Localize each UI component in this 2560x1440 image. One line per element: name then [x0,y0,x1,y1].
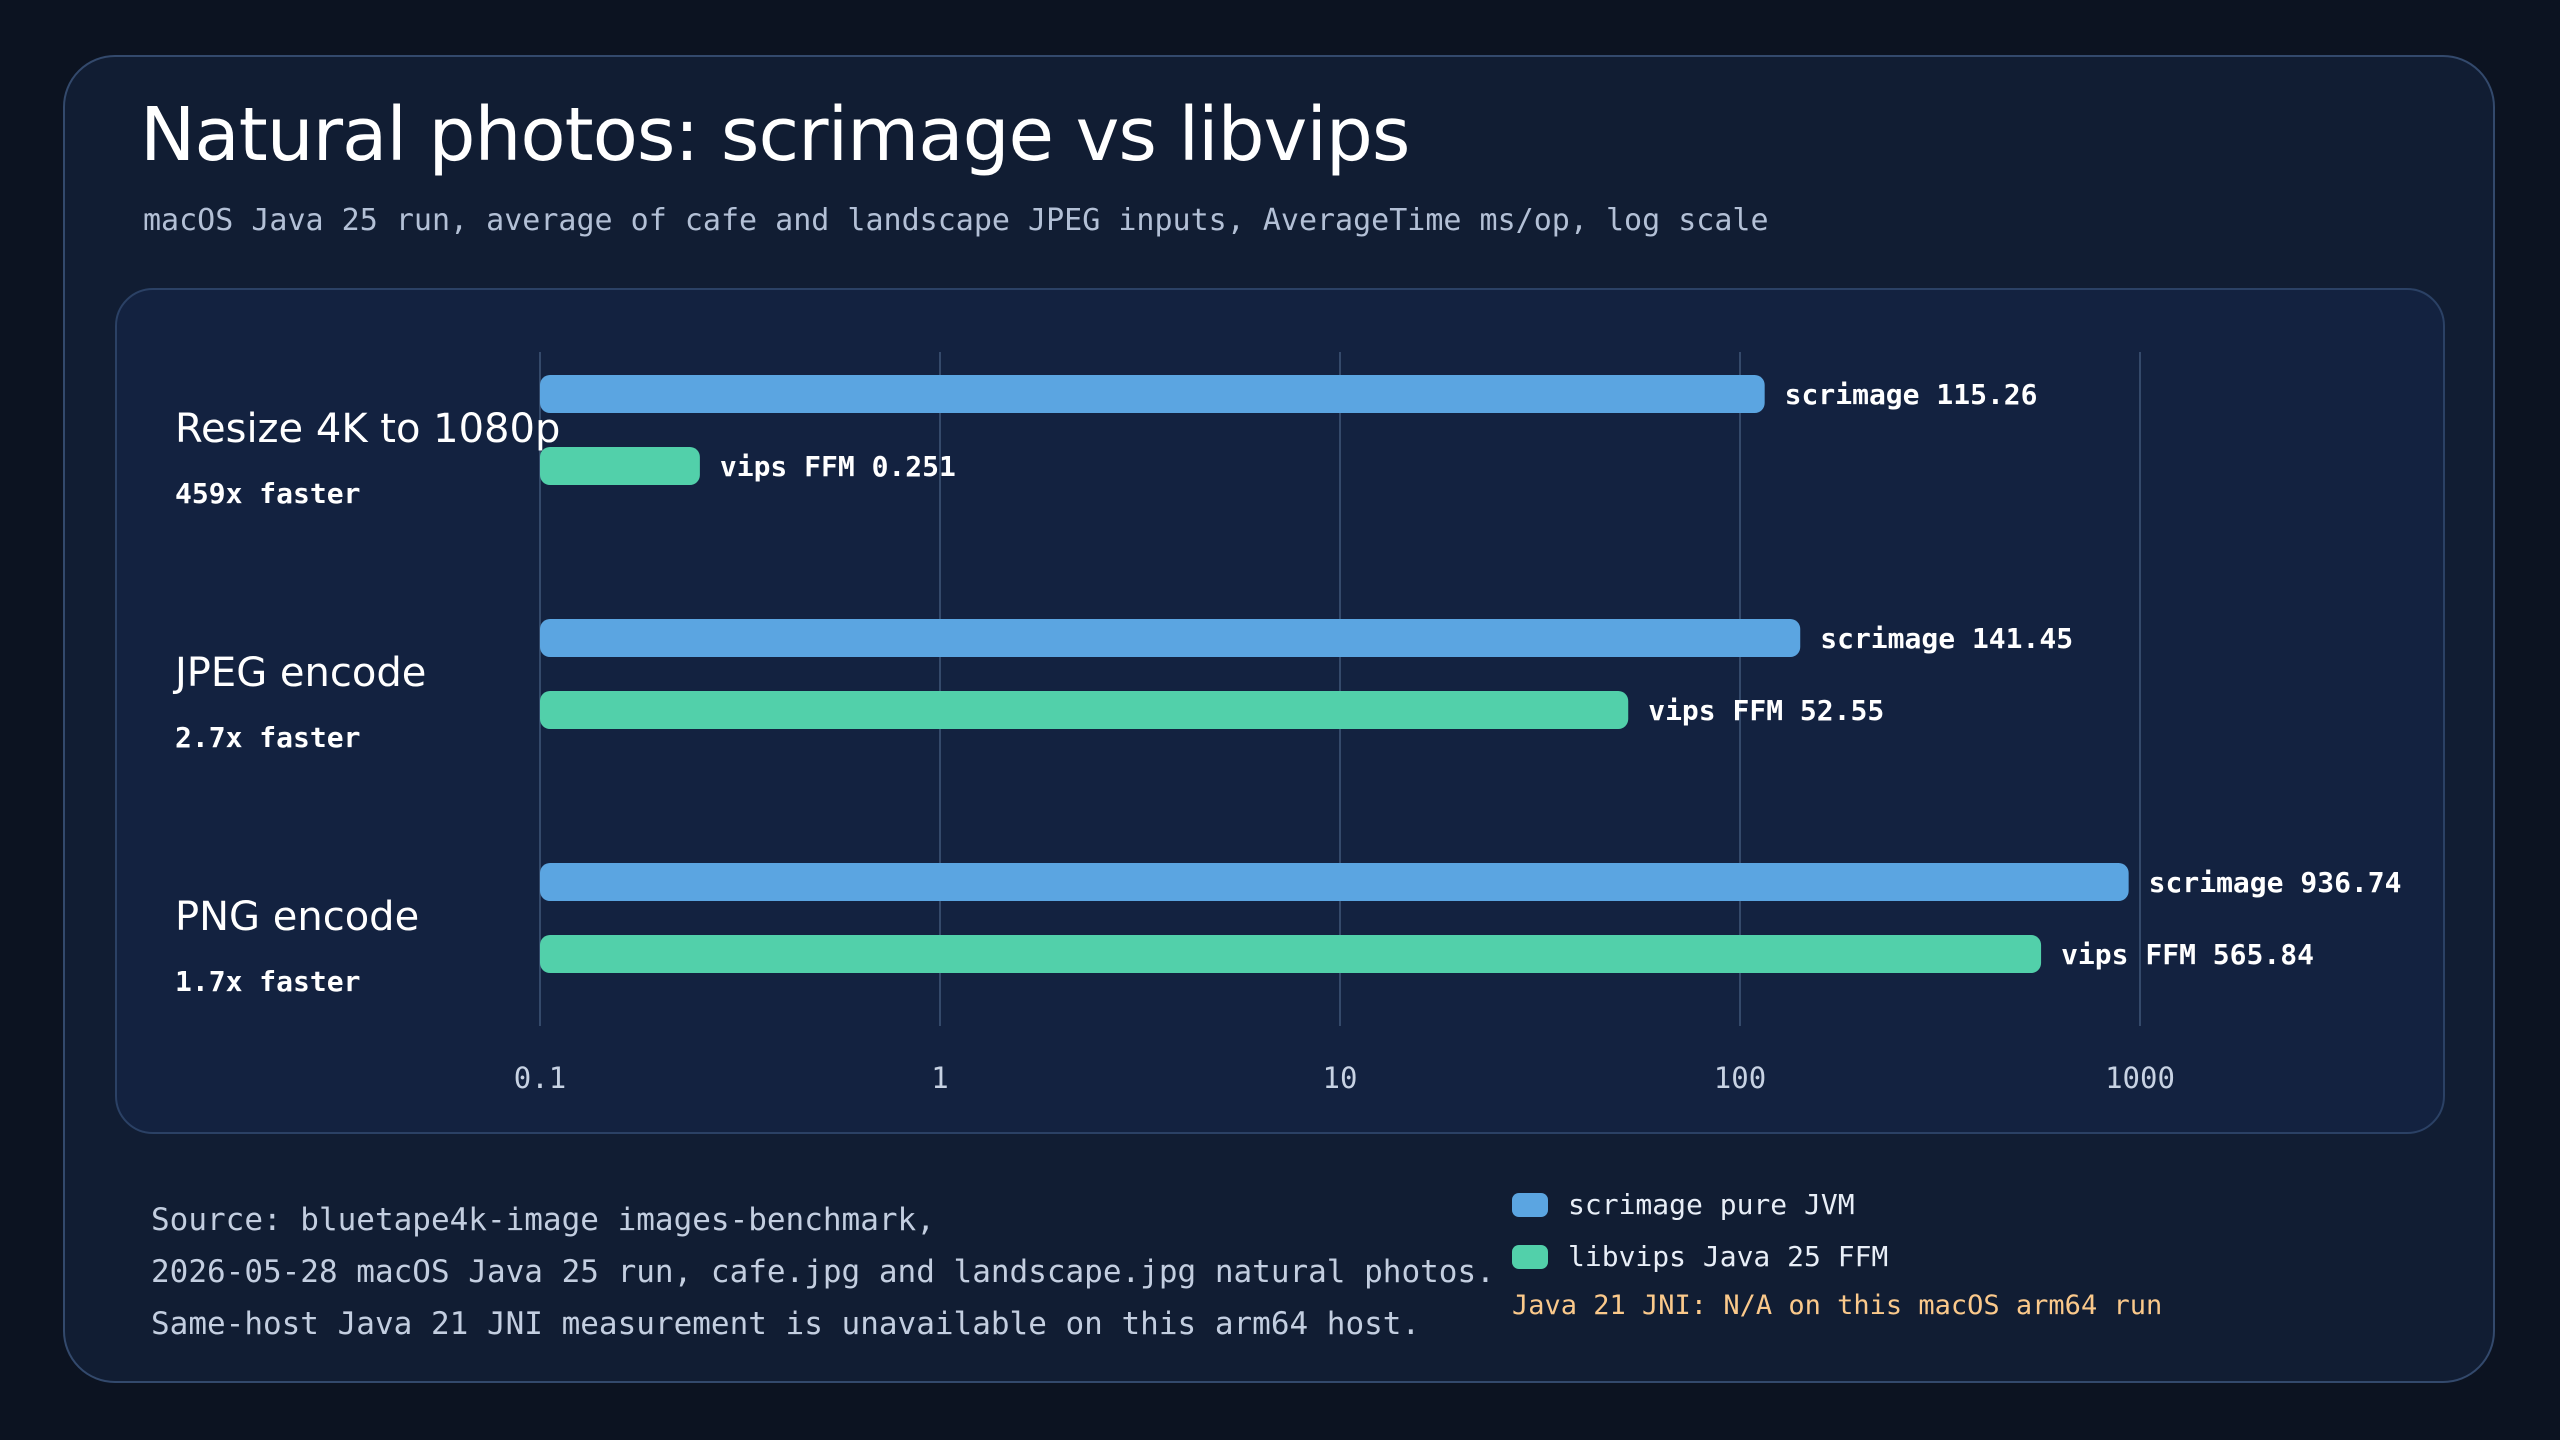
data-label: vips FFM 52.55 [1648,694,1884,727]
source-line-2: 2026-05-28 macOS Java 25 run, cafe.jpg a… [151,1254,1495,1290]
bar [540,863,2129,901]
chart-title: Natural photos: scrimage vs libvips [140,92,1410,178]
speedup-label: 1.7x faster [175,965,360,998]
bar [540,691,1629,729]
data-label: scrimage 936.74 [2149,866,2402,899]
category-label: Resize 4K to 1080p [175,406,560,452]
legend-swatch-scrimage [1512,1192,1548,1217]
data-label: scrimage 115.26 [1785,378,2038,411]
x-tick-label: 0.1 [514,1061,566,1095]
legend-label-scrimage: scrimage pure JVM [1568,1188,1855,1221]
x-tick-label: 10 [1323,1061,1358,1095]
category-label: JPEG encode [172,650,426,696]
jni-note: Java 21 JNI: N/A on this macOS arm64 run [1512,1290,2163,1321]
x-tick-label: 1000 [2105,1061,2175,1095]
category-label: PNG encode [175,894,419,940]
data-label: vips FFM 0.251 [720,450,956,483]
source-line-1: Source: bluetape4k-image images-benchmar… [151,1202,935,1238]
legend-item-scrimage: scrimage pure JVM [1512,1188,1855,1221]
bar [540,447,700,485]
chart-subtitle: macOS Java 25 run, average of cafe and l… [143,203,1769,238]
legend-swatch-libvips [1512,1244,1548,1269]
speedup-label: 2.7x faster [175,721,360,754]
bar [540,935,2042,973]
speedup-label: 459x faster [175,477,360,510]
source-line-3: Same-host Java 21 JNI measurement is una… [151,1306,1421,1342]
legend-label-libvips: libvips Java 25 FFM [1568,1240,1889,1273]
x-tick-label: 1 [931,1061,948,1095]
data-label: scrimage 141.45 [1820,622,2073,655]
x-tick-label: 100 [1714,1061,1766,1095]
data-label: vips FFM 565.84 [2061,938,2314,971]
legend-item-libvips: libvips Java 25 FFM [1512,1240,1888,1273]
bar [540,375,1765,413]
bar [540,619,1801,657]
